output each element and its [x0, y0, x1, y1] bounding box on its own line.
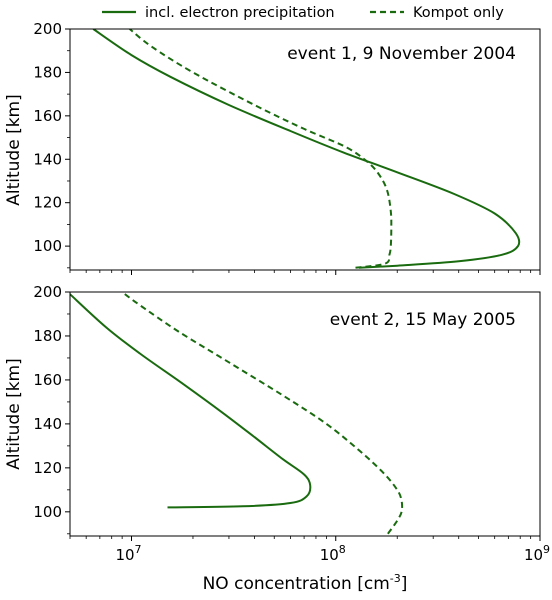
xtick-label-exp: 7	[135, 543, 142, 556]
panel-bottom-ylabel: Altitude [km]	[4, 358, 24, 470]
panel-top-ytick-label: 140	[33, 150, 62, 168]
panel-top-frame	[69, 28, 541, 271]
panel-bottom-xtick-label: 109	[524, 543, 550, 564]
panel-bottom-frame	[69, 291, 541, 537]
panel-top-ytick-label: 160	[33, 107, 62, 125]
panel-bottom-xtick-label: 107	[115, 543, 141, 564]
panel-top-annotation: event 1, 9 November 2004	[287, 44, 516, 64]
panel-bottom-series-electron-precipitation	[70, 293, 312, 509]
legend-label-dashed: Kompot only	[413, 5, 504, 21]
panel-top-series-electron-precipitation	[92, 29, 521, 269]
panel-bottom-ytick-label: 140	[33, 415, 62, 433]
panel-top-ytick-label: 180	[33, 63, 62, 81]
panel-bottom-xtick-label: 108	[320, 543, 346, 564]
panel-bottom-annotation: event 2, 15 May 2005	[330, 310, 516, 330]
panel-bottom-ytick-label: 120	[33, 459, 62, 477]
panel-top-ticks: 100 120 140 160 180 200	[33, 20, 541, 275]
panel-bottom-ytick-label: 180	[33, 327, 62, 345]
xtick-label-base: 10	[524, 546, 543, 564]
panel-top-ytick-label: 120	[33, 194, 62, 212]
xtick-label-base: 10	[115, 546, 134, 564]
legend-label-solid: incl. electron precipitation	[145, 5, 335, 21]
panel-bottom-series	[70, 292, 404, 535]
panel-top-ytick-label: 100	[33, 237, 62, 255]
panel-bottom-series-kompot-only	[121, 292, 404, 535]
panel-bottom-ytick-label: 100	[33, 503, 62, 521]
x-axis-label-sup: -3	[390, 572, 401, 585]
x-axis-label-end: ]	[401, 574, 408, 594]
panel-top-series-kompot-only	[129, 29, 393, 269]
panel-top: 100 120 140 160 180 200 event 1, 9 November 2…	[4, 20, 541, 275]
xtick-label-base: 10	[320, 546, 339, 564]
legend: incl. electron precipitation Kompot only	[102, 5, 504, 21]
panel-bottom-ytick-label: 160	[33, 371, 62, 389]
xtick-label-exp: 9	[543, 543, 550, 556]
x-axis-label: NO concentration [cm-3]	[203, 572, 408, 594]
panel-top-series	[92, 29, 521, 269]
panel-top-ylabel: Altitude [km]	[4, 94, 24, 206]
panel-bottom-ytick-label: 200	[33, 283, 62, 301]
panel-top-ytick-label: 200	[33, 20, 62, 38]
xtick-label-exp: 8	[339, 543, 346, 556]
x-axis-label-main: NO concentration [cm	[203, 574, 390, 594]
